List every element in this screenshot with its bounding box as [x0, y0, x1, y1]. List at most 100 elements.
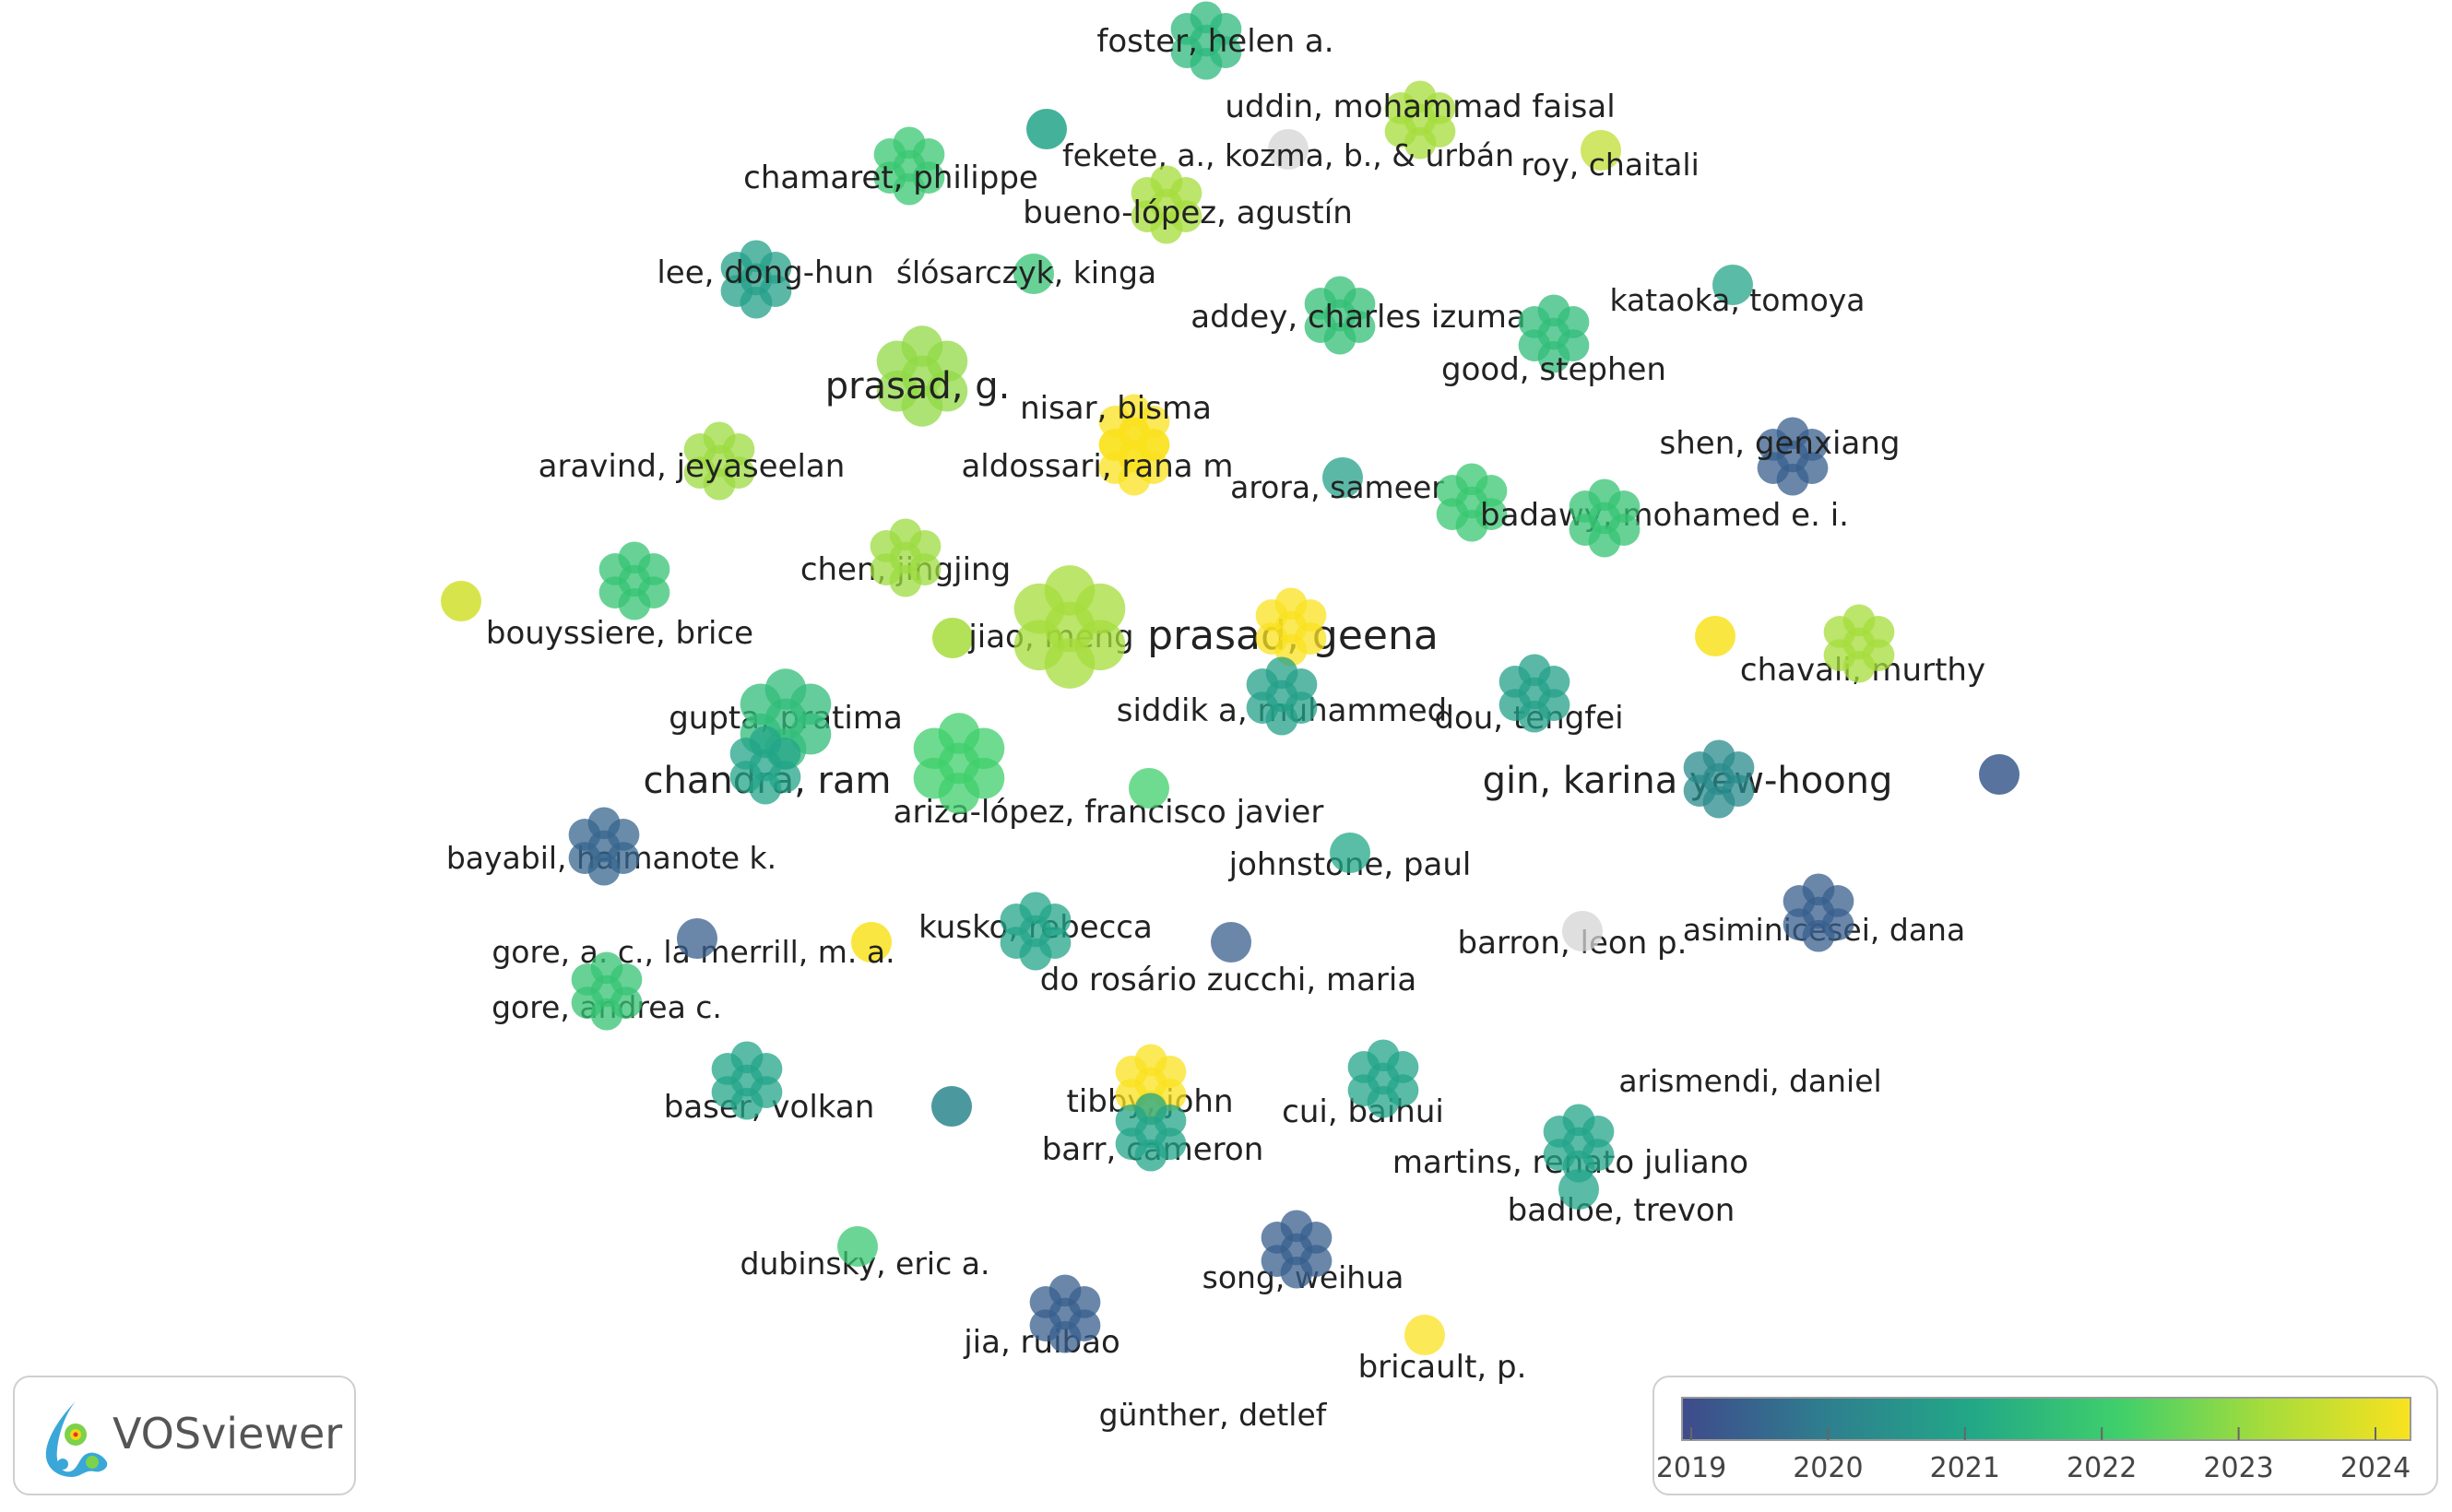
unlabeled-node[interactable]: [932, 618, 973, 658]
node-circle: [590, 951, 623, 985]
author-node[interactable]: roy, chaitali: [1521, 130, 1700, 183]
author-node[interactable]: arora, sameer: [1230, 457, 1444, 505]
author-node[interactable]: prasad, g.: [825, 325, 1011, 427]
node-circle: [1019, 892, 1052, 925]
node-circle: [1842, 604, 1876, 637]
node-label: good, stephen: [1441, 351, 1666, 388]
node-layer: foster, helen a. uddin, mohammad faisal fe…: [446, 1, 1985, 1433]
node-circle: [749, 772, 782, 805]
legend-color-bar: [1681, 1397, 2411, 1441]
node-circle: [1702, 786, 1735, 819]
legend-year-label: 2023: [2203, 1452, 2273, 1484]
node-circle: [1268, 129, 1309, 170]
node-circle: [1776, 417, 1809, 450]
node-circle: [901, 325, 943, 367]
node-circle: [1562, 911, 1603, 951]
node-circle: [1274, 587, 1308, 620]
node-circle: [1581, 130, 1621, 171]
author-node[interactable]: foster, helen a.: [1096, 1, 1334, 80]
author-node[interactable]: shen, genxiang: [1660, 417, 1901, 496]
node-label: badloe, trevon: [1508, 1192, 1735, 1229]
node-label: kataoka, tomoya: [1609, 282, 1865, 318]
legend-year-label: 2024: [2340, 1452, 2411, 1484]
node-circle: [938, 773, 980, 814]
author-node[interactable]: badawy, mohamed e. i.: [1436, 463, 1849, 542]
author-node[interactable]: fekete, a., kozma, b., & urbán: [1062, 129, 1514, 173]
node-circle: [1558, 1169, 1599, 1210]
node-circle: [677, 918, 717, 959]
node-circle: [889, 564, 922, 597]
node-circle: [1129, 768, 1169, 809]
node-label: prasad, g.: [825, 365, 1011, 408]
author-node[interactable]: dubinsky, eric a.: [740, 1169, 1599, 1282]
node-circle: [1048, 1274, 1082, 1307]
author-node[interactable]: addey, charles izuma: [1190, 276, 1526, 355]
node-circle: [1322, 457, 1363, 498]
node-circle: [730, 1041, 764, 1074]
node-circle: [1265, 656, 1298, 690]
node-circle: [1712, 265, 1753, 305]
legend-year-label: 2022: [2067, 1452, 2137, 1484]
node-label: roy, chaitali: [1521, 147, 1700, 183]
legend-year-label: 2020: [1793, 1452, 1863, 1484]
node-label: bueno-lópez, agustín: [1023, 195, 1353, 231]
node-circle: [730, 1087, 764, 1120]
app-name: VOSviewer: [113, 1409, 343, 1459]
unlabeled-node[interactable]: [931, 1086, 972, 1127]
node-label: arora, sameer: [1230, 469, 1444, 505]
author-node[interactable]: badloe, trevon: [1508, 1104, 1735, 1229]
author-node[interactable]: ślósarczyk, kinga: [896, 254, 1156, 294]
node-label: addey, charles izuma: [1190, 299, 1525, 336]
author-node[interactable]: kataoka, tomoya: [1609, 265, 1866, 318]
author-node[interactable]: aldossari, rana m: [961, 417, 1234, 496]
node-circle: [1455, 463, 1488, 496]
node-circle: [1518, 654, 1551, 687]
node-circle: [1404, 126, 1437, 159]
author-node[interactable]: bueno-lópez, agustín: [1023, 165, 1353, 244]
author-node[interactable]: good, stephen: [1441, 294, 1666, 388]
node-circle: [893, 172, 926, 206]
author-node[interactable]: günther, detlef: [1099, 1315, 1445, 1433]
node-circle: [1134, 1044, 1167, 1077]
node-circle: [1588, 478, 1621, 512]
author-node[interactable]: chamaret, philippe: [743, 126, 1038, 206]
node-label: do rosário zucchi, maria: [1040, 962, 1416, 998]
vosviewer-logo: VOSviewer: [13, 1376, 356, 1495]
node-circle: [1150, 211, 1183, 244]
node-circle: [1265, 703, 1298, 736]
unlabeled-node[interactable]: [1979, 754, 2020, 795]
author-node[interactable]: do rosário zucchi, maria: [1040, 873, 1854, 998]
node-circle: [1367, 1039, 1400, 1072]
unlabeled-node[interactable]: [851, 922, 892, 963]
node-circle: [893, 126, 926, 159]
author-node[interactable]: arismendi, daniel: [1211, 922, 1882, 1099]
author-node[interactable]: dou, tengfei: [1246, 656, 1624, 737]
node-circle: [1537, 294, 1570, 327]
author-node[interactable]: bouyssiere, brice: [486, 518, 942, 652]
node-circle: [938, 713, 980, 754]
node-circle: [1190, 1, 1223, 34]
author-node[interactable]: uddin, mohammad faisal: [1225, 80, 1616, 159]
author-node[interactable]: aravind, jeyaseelan: [539, 421, 846, 501]
node-circle: [740, 286, 773, 319]
author-node[interactable]: lee, dong-hun: [657, 240, 874, 319]
node-circle: [590, 998, 623, 1031]
unlabeled-node[interactable]: [1026, 109, 1067, 149]
node-label: lee, dong-hun: [657, 254, 873, 291]
node-circle: [1323, 276, 1356, 309]
node-circle: [1019, 938, 1052, 971]
node-circle: [1134, 1093, 1167, 1126]
node-circle: [618, 541, 651, 574]
author-node[interactable]: barron, leon p.: [1000, 892, 1688, 971]
node-label: bouyssiere, brice: [486, 615, 753, 652]
unlabeled-node[interactable]: [441, 581, 481, 621]
node-circle: [1562, 1104, 1595, 1137]
unlabeled-node[interactable]: [1695, 616, 1735, 656]
node-label: fekete, a., kozma, b., & urbán: [1062, 137, 1514, 173]
node-circle: [740, 240, 773, 273]
node-circle: [1588, 525, 1621, 558]
node-circle: [1842, 650, 1876, 683]
author-node[interactable]: bricault, p.: [1029, 1274, 1527, 1386]
author-node[interactable]: prasad, geena: [1013, 565, 1439, 689]
